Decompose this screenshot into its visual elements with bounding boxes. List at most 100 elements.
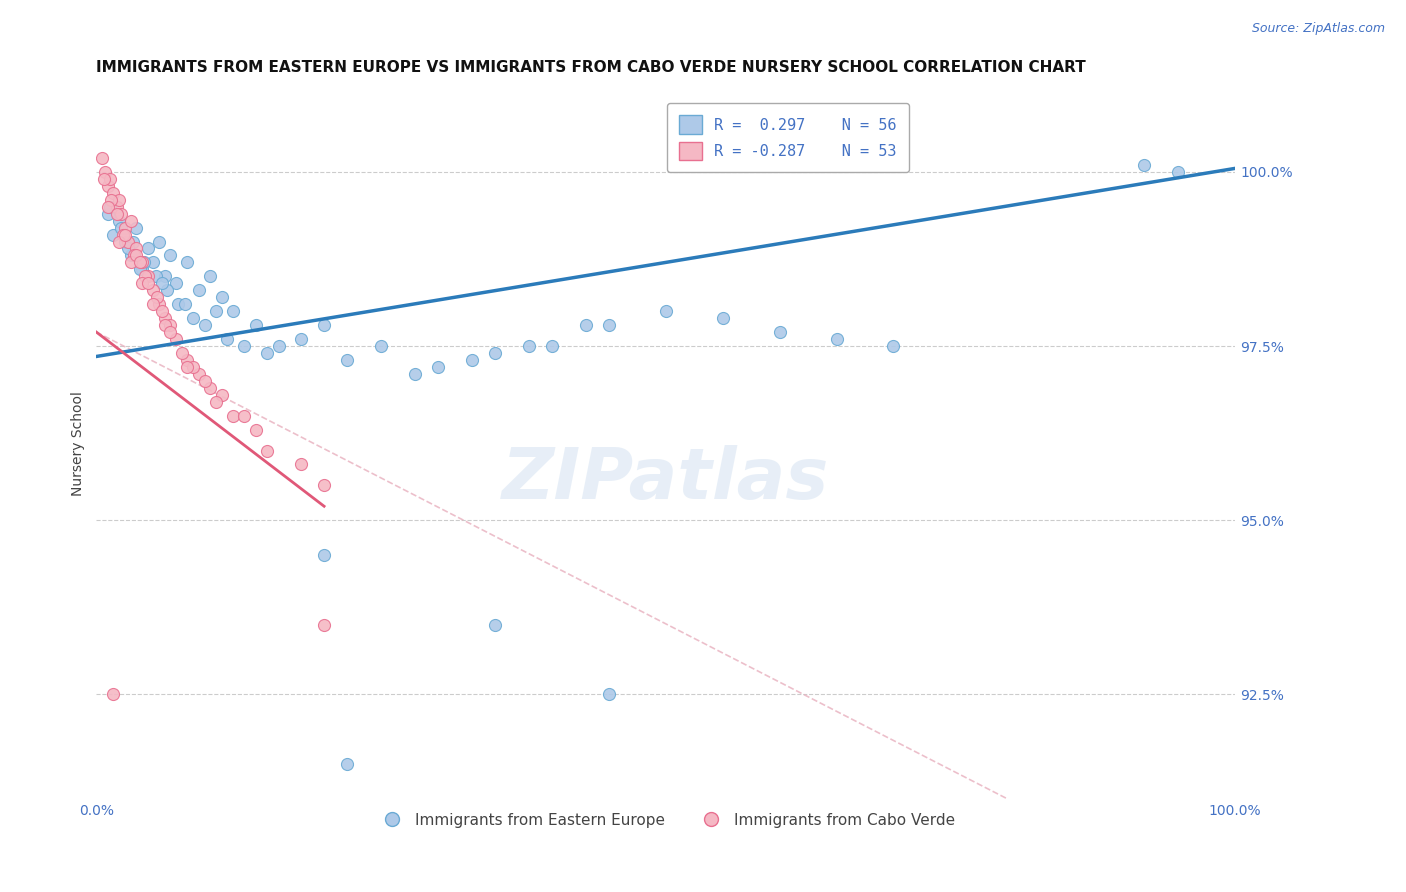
Point bbox=[152, 304, 174, 318]
Point bbox=[314, 318, 336, 332]
Point bbox=[211, 290, 233, 304]
Point bbox=[370, 339, 392, 353]
Point bbox=[233, 409, 256, 423]
Text: Source: ZipAtlas.com: Source: ZipAtlas.com bbox=[1251, 22, 1385, 36]
Point bbox=[131, 277, 153, 291]
Point bbox=[93, 171, 115, 186]
Point bbox=[222, 409, 245, 423]
Point bbox=[176, 255, 198, 269]
Point bbox=[314, 617, 336, 632]
Point bbox=[145, 290, 167, 304]
Point bbox=[114, 227, 136, 242]
Point bbox=[117, 235, 139, 249]
Point bbox=[176, 359, 198, 374]
Point bbox=[136, 269, 159, 284]
Point bbox=[125, 220, 148, 235]
Point bbox=[484, 346, 506, 360]
Legend: Immigrants from Eastern Europe, Immigrants from Cabo Verde: Immigrants from Eastern Europe, Immigran… bbox=[371, 806, 960, 834]
Point bbox=[111, 227, 134, 242]
Point bbox=[654, 304, 676, 318]
Point bbox=[120, 213, 142, 227]
Point bbox=[105, 200, 128, 214]
Point bbox=[217, 332, 239, 346]
Point bbox=[211, 388, 233, 402]
Point bbox=[187, 283, 209, 297]
Point bbox=[540, 339, 562, 353]
Y-axis label: Nursery School: Nursery School bbox=[72, 391, 86, 496]
Point bbox=[114, 235, 136, 249]
Point bbox=[711, 311, 734, 326]
Point bbox=[98, 200, 121, 214]
Point bbox=[575, 318, 598, 332]
Point bbox=[174, 297, 197, 311]
Point bbox=[187, 367, 209, 381]
Point bbox=[290, 458, 312, 472]
Point bbox=[103, 186, 125, 200]
Point bbox=[1167, 165, 1189, 179]
Point bbox=[205, 304, 228, 318]
Point bbox=[167, 297, 190, 311]
Point bbox=[117, 242, 139, 256]
Point bbox=[134, 255, 156, 269]
Point bbox=[91, 151, 114, 165]
Point bbox=[94, 165, 117, 179]
Point bbox=[245, 423, 267, 437]
Point bbox=[517, 339, 540, 353]
Point bbox=[142, 297, 165, 311]
Point bbox=[233, 339, 256, 353]
Point bbox=[598, 687, 620, 701]
Point bbox=[97, 207, 120, 221]
Point bbox=[108, 193, 131, 207]
Point bbox=[200, 269, 222, 284]
Text: ZIPatlas: ZIPatlas bbox=[502, 444, 830, 514]
Point bbox=[170, 346, 193, 360]
Point bbox=[256, 346, 278, 360]
Point bbox=[882, 339, 904, 353]
Point bbox=[136, 277, 159, 291]
Point bbox=[148, 235, 170, 249]
Point bbox=[825, 332, 848, 346]
Point bbox=[159, 248, 181, 262]
Point bbox=[128, 255, 150, 269]
Point bbox=[404, 367, 426, 381]
Point bbox=[120, 255, 142, 269]
Point bbox=[1133, 158, 1156, 172]
Point bbox=[153, 311, 176, 326]
Point bbox=[97, 200, 120, 214]
Point bbox=[484, 617, 506, 632]
Point bbox=[128, 262, 150, 277]
Point bbox=[108, 213, 131, 227]
Point bbox=[98, 171, 121, 186]
Point bbox=[121, 235, 143, 249]
Point bbox=[176, 353, 198, 368]
Point bbox=[100, 193, 122, 207]
Point bbox=[105, 207, 128, 221]
Point bbox=[125, 242, 148, 256]
Point bbox=[181, 359, 204, 374]
Point bbox=[103, 227, 125, 242]
Point bbox=[148, 297, 170, 311]
Point bbox=[256, 443, 278, 458]
Text: IMMIGRANTS FROM EASTERN EUROPE VS IMMIGRANTS FROM CABO VERDE NURSERY SCHOOL CORR: IMMIGRANTS FROM EASTERN EUROPE VS IMMIGR… bbox=[97, 60, 1085, 75]
Point bbox=[110, 220, 132, 235]
Point bbox=[314, 478, 336, 492]
Point bbox=[222, 304, 245, 318]
Point bbox=[153, 269, 176, 284]
Point bbox=[598, 318, 620, 332]
Point bbox=[336, 756, 359, 771]
Point bbox=[461, 353, 484, 368]
Point bbox=[142, 283, 165, 297]
Point bbox=[114, 220, 136, 235]
Point bbox=[153, 318, 176, 332]
Point bbox=[193, 374, 215, 388]
Point bbox=[131, 255, 153, 269]
Point bbox=[336, 353, 359, 368]
Point bbox=[125, 248, 148, 262]
Point bbox=[245, 318, 267, 332]
Point bbox=[159, 325, 181, 339]
Point bbox=[145, 269, 167, 284]
Point bbox=[290, 332, 312, 346]
Point bbox=[427, 359, 450, 374]
Point bbox=[103, 687, 125, 701]
Point bbox=[768, 325, 790, 339]
